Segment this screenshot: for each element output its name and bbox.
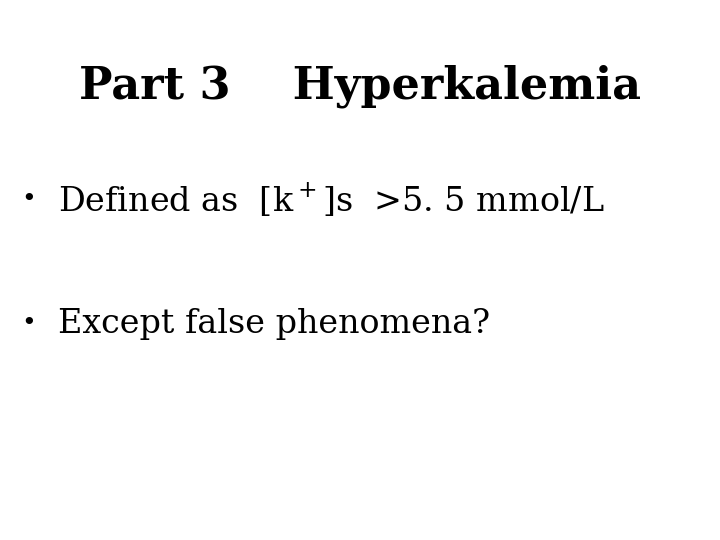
Text: •: • (22, 313, 36, 335)
Text: Defined as  [k$^+$]s  >5. 5 mmol/L: Defined as [k$^+$]s >5. 5 mmol/L (58, 181, 604, 219)
Text: Part 3    Hyperkalemia: Part 3 Hyperkalemia (79, 65, 641, 109)
Text: •: • (22, 188, 36, 211)
Text: Except false phenomena?: Except false phenomena? (58, 308, 490, 340)
